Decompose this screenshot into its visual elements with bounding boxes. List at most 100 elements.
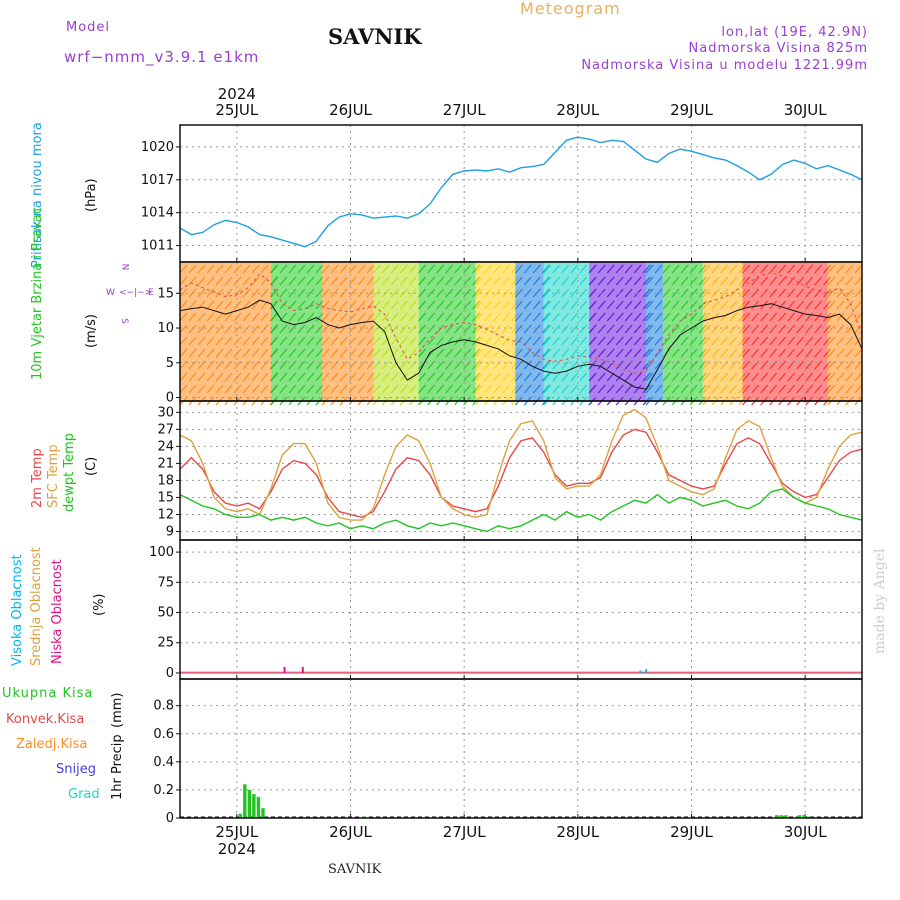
wind-barb (206, 300, 215, 310)
wind-barb (662, 312, 671, 322)
wind-barb (720, 300, 729, 310)
wind-barb (188, 264, 197, 274)
wind-barb (330, 324, 339, 334)
wind-barb (493, 372, 501, 382)
wind-barb (729, 276, 738, 286)
wind-barb (260, 384, 269, 394)
wind-barb (854, 372, 863, 382)
series-line-wind-0 (179, 271, 863, 374)
wind-barb (179, 372, 188, 382)
wind-barb (814, 300, 823, 310)
wind-barb (445, 264, 454, 274)
wind-barb (671, 300, 680, 310)
wind-barb (418, 300, 427, 310)
wind-barb (654, 312, 663, 322)
wind-barb (279, 264, 288, 274)
wind-barb (588, 312, 597, 322)
wind-barb (570, 276, 579, 286)
wind-barb (427, 288, 436, 298)
precip-bar (775, 815, 779, 818)
wind-barb (680, 372, 689, 382)
wind-barb (742, 288, 751, 298)
wind-barb (552, 300, 561, 310)
wind-barb (543, 276, 552, 286)
cloud-bar (283, 666, 286, 673)
y-tick-label: 9 (166, 524, 174, 539)
precip-legend-convective: Konvek.Kisa (6, 712, 85, 727)
wind-barb (814, 384, 823, 394)
wind-barb (179, 264, 188, 274)
wind-barb (760, 276, 769, 286)
wind-barb (742, 312, 751, 322)
wind-barb (357, 372, 366, 382)
wind-barb (769, 288, 778, 298)
wind-barb (570, 264, 579, 274)
wind-barb (357, 348, 366, 358)
wind-barb (445, 324, 454, 334)
wind-barb (514, 264, 523, 274)
wind-barb (654, 276, 663, 286)
wind-barb (769, 384, 778, 394)
wind-barb (751, 384, 760, 394)
wind-barb (787, 276, 796, 286)
footer-station: SAVNIK (328, 862, 382, 877)
wind-barb (306, 336, 315, 346)
wind-barb (206, 324, 215, 334)
wind-barb (251, 288, 260, 298)
wind-barb (372, 288, 381, 298)
wind-barb (224, 264, 233, 274)
wind-barb (514, 336, 523, 346)
wind-barb (206, 348, 215, 358)
wind-barb (624, 288, 633, 298)
wind-barb (260, 264, 269, 274)
wind-barb (769, 372, 778, 382)
wind-barb (570, 372, 579, 382)
wind-barb (288, 336, 297, 346)
wind-barb (366, 372, 375, 382)
wind-dir-west: W (106, 288, 115, 298)
wind-barb (606, 384, 615, 394)
wind-barb (215, 348, 224, 358)
wind-barb (742, 360, 751, 370)
wind-barb (372, 312, 381, 322)
wind-barb (306, 348, 315, 358)
wind-barb (215, 288, 224, 298)
wind-barb (339, 300, 348, 310)
wind-barb (836, 264, 845, 274)
wind-barb (288, 264, 297, 274)
wind-barb (357, 324, 366, 334)
wind-barb (390, 264, 399, 274)
wind-barb (579, 336, 588, 346)
series-line-pressure-0 (179, 136, 863, 248)
wind-barb (475, 372, 483, 382)
wind-barb (624, 276, 633, 286)
wind-barb (805, 372, 814, 382)
wind-barb (197, 312, 206, 322)
wind-barb (689, 288, 698, 298)
wind-barb (532, 372, 541, 382)
wind-barb (645, 348, 654, 358)
wind-barb (288, 300, 297, 310)
wind-barb (454, 348, 463, 358)
wind-barb (339, 372, 348, 382)
wind-barb (720, 372, 729, 382)
wind-barb (836, 348, 845, 358)
wind-barb (532, 264, 541, 274)
wind-barb (543, 264, 552, 274)
wind-barb (751, 276, 760, 286)
y-tick-label: 24 (157, 439, 174, 454)
series-line-temperature-1 (179, 408, 863, 521)
wind-barb (689, 336, 698, 346)
wind-barb (251, 360, 260, 370)
wind-barb (260, 336, 269, 346)
wind-barb (845, 336, 854, 346)
wind-barb (552, 372, 561, 382)
wind-barb (260, 324, 269, 334)
wind-barb (597, 336, 606, 346)
wind-barb (805, 288, 814, 298)
wind-barb (711, 300, 720, 310)
precip-bar (797, 815, 802, 818)
wind-barb (836, 276, 845, 286)
wind-barb (321, 348, 330, 358)
wind-barb (206, 264, 215, 274)
